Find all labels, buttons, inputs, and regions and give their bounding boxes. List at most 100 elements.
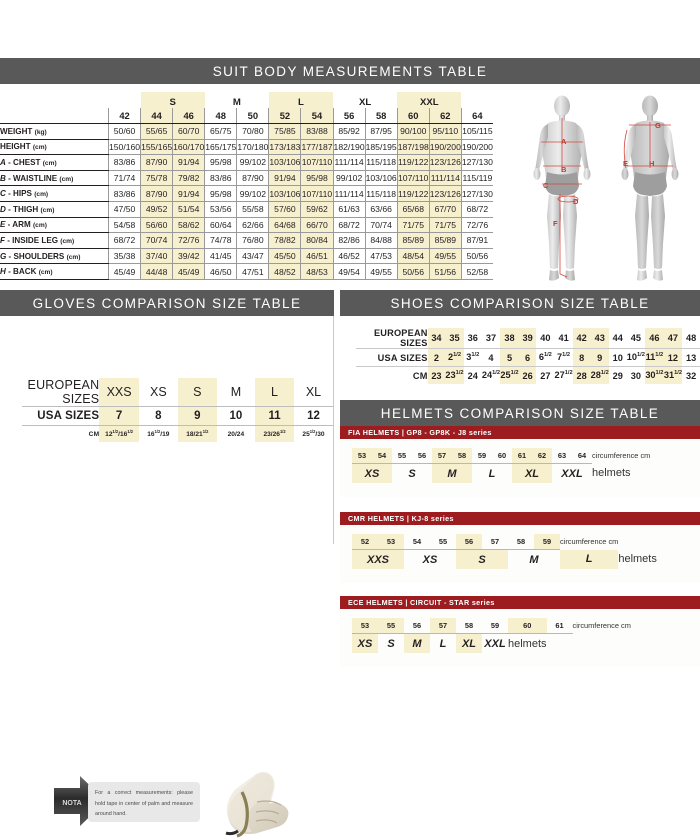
suit-cell: 58/62: [172, 217, 205, 234]
helmet-size-cell: M: [529, 553, 539, 566]
helmet-circumference-cell: 61: [512, 448, 532, 464]
helmet-circumference-cell: 53: [352, 448, 372, 464]
suit-cell: 48/54: [396, 248, 430, 265]
suit-row-label: F - INSIDE LEG (cm): [0, 232, 109, 249]
suit-cell: 170/180: [236, 139, 269, 156]
helmet-section: ECE HELMETS | CIRCUIT - STAR series 53 55 5…: [340, 596, 700, 667]
suit-size-number: 64: [460, 108, 493, 124]
suit-size-group: [461, 92, 493, 108]
figure-label-e: E: [623, 159, 628, 168]
shoes-cell: 37: [481, 328, 501, 349]
suit-cell: 47/50: [107, 201, 141, 218]
suit-number-spacer: [0, 108, 109, 124]
shoes-cell: 21/2: [445, 348, 464, 367]
suit-cell: 43/47: [236, 248, 269, 265]
suit-cell: 85/89: [396, 232, 430, 249]
shoes-cell: 38: [500, 328, 519, 349]
helmet-circumference-cell: 57: [432, 448, 452, 464]
suit-cell: 80/84: [300, 232, 334, 249]
helmet-size-table: 53 54 55 56 57 58 59 60 61 62 63 64 circumference cm…: [352, 448, 650, 483]
suit-cell: 78/82: [268, 232, 301, 249]
shoes-cell: 48: [682, 328, 700, 349]
helmet-circumference-cell: 59: [534, 534, 560, 550]
suit-cell: 177/187: [300, 139, 334, 156]
gloves-cell: 161/2/19: [147, 429, 170, 439]
suit-cell: 46/52: [332, 248, 366, 265]
suit-cell: 95/98: [204, 154, 237, 171]
helmet-size-table: 52 53 54 55 56 57 58 59 circumference cm XXS XS S M L…: [352, 534, 657, 569]
shoes-section: EUROPEAN SIZES 34 35 36 37 38 39 40 41 42 43 44 45 46…: [340, 316, 700, 394]
suit-cell: 61/63: [332, 201, 366, 218]
suit-cell: 107/110: [300, 154, 334, 171]
shoes-cell: 28: [572, 366, 591, 384]
suit-cell: 111/114: [428, 170, 462, 187]
suit-size-number: 48: [204, 108, 237, 124]
shoes-usa-row: USA SIZES 2 21/2 31/2 4 5 6 61/2 71/2 8 9 10 101/2 11…: [356, 348, 700, 367]
helmet-circumference-cell: 55: [430, 534, 456, 550]
table-row: F - INSIDE LEG (cm) 68/72 70/74 72/76 74/78 7…: [0, 232, 493, 249]
suit-cell: 79/82: [172, 170, 205, 187]
table-row: A - CHEST (cm) 83/86 87/90 91/94 95/98 99/102…: [0, 154, 493, 171]
suit-cell: 82/86: [332, 232, 366, 249]
suit-cell: 46/50: [204, 263, 237, 280]
suit-cell: 72/76: [460, 217, 493, 234]
helmet-circumference-cell: 56: [412, 448, 432, 464]
helmet-circumference-cell: 57: [482, 534, 508, 550]
helmet-size-cell: L: [560, 549, 619, 569]
helmet-size-table: 53 55 56 57 58 59 60 61 circumference cm XS S M L XL X…: [352, 618, 631, 653]
table-row: WEIGHT (kg) 50/60 55/65 60/70 65/75 70/80 75/8…: [0, 123, 493, 140]
suit-size-group: [109, 92, 141, 108]
shoes-size-table: EUROPEAN SIZES 34 35 36 37 38 39 40 41 42 43 44 45 46…: [356, 328, 700, 384]
gloves-european-row: EUROPEAN SIZES XXS XS S M L XL: [22, 378, 333, 407]
suit-table-title: SUIT BODY MEASUREMENTS TABLE: [0, 58, 700, 84]
helmet-circumference-cell: 54: [372, 448, 392, 464]
shoes-cell: 45: [626, 328, 646, 349]
gloves-cell: 9: [177, 406, 217, 426]
helmet-size-cell: XL: [456, 633, 482, 653]
suit-cell: 51/54: [172, 201, 205, 218]
suit-cell: 65/75: [204, 123, 237, 140]
helmet-section-header: ECE HELMETS | CIRCUIT - STAR series: [340, 596, 700, 609]
shoes-cell: 47: [663, 328, 683, 349]
suit-cell: 87/91: [460, 232, 493, 249]
suit-size-group: XL: [358, 97, 372, 108]
helmet-size-cell: XS: [352, 463, 392, 483]
gloves-cell: 11: [255, 406, 294, 426]
gloves-usa-row: USA SIZES 7 8 9 10 11 12: [22, 406, 333, 426]
shoes-row-label: CM: [412, 370, 428, 381]
suit-cell: 70/74: [364, 217, 398, 234]
suit-cell: 48/52: [268, 263, 301, 280]
shoes-cell: 111/2: [645, 348, 664, 367]
suit-cell: 111/114: [332, 154, 366, 171]
helmet-circumference-cell: 58: [508, 534, 534, 550]
helmet-circumference-cell: 62: [532, 448, 552, 464]
shoes-row-label: USA SIZES: [356, 348, 428, 367]
shoes-cell: 23: [427, 366, 446, 384]
nota-text: For a correct measurements: please hold …: [88, 782, 200, 822]
suit-cell: 45/50: [268, 248, 301, 265]
suit-cell: 95/110: [428, 123, 462, 140]
suit-row-label: B - WAISTLINE (cm): [0, 170, 109, 187]
suit-cell: 91/94: [172, 185, 205, 202]
suit-cell: 37/40: [140, 248, 173, 265]
gloves-cm-row: CM 121/2/161/2 161/2/19 18/211/2 20/24 23/261…: [22, 425, 333, 442]
shoes-cell: 35: [445, 328, 464, 349]
suit-cell: 63/66: [364, 201, 398, 218]
suit-cell: 49/52: [140, 201, 173, 218]
helmet-circumference-cell: 59: [472, 448, 492, 464]
figure-label-d: D: [573, 197, 579, 206]
suit-cell: 105/115: [460, 123, 493, 140]
suit-cell: 55/58: [236, 201, 269, 218]
helmet-circumference-cell: 53: [378, 534, 404, 550]
suit-row-label: D - THIGH (cm): [0, 201, 109, 218]
helmet-size-cell: L: [488, 467, 496, 480]
suit-size-group: XXL: [397, 92, 462, 108]
suit-cell: 182/190: [332, 139, 366, 156]
suit-cell: 39/42: [172, 248, 205, 265]
mannequin-figures-svg: A B C D F G E H: [533, 95, 679, 281]
suit-cell: 68/72: [107, 232, 141, 249]
shoes-cell: 71/2: [554, 348, 573, 367]
helmet-circumference-cell: 58: [452, 448, 472, 464]
helmet-circumference-note: circumference cm: [560, 537, 619, 547]
suit-cell: 56/60: [140, 217, 173, 234]
